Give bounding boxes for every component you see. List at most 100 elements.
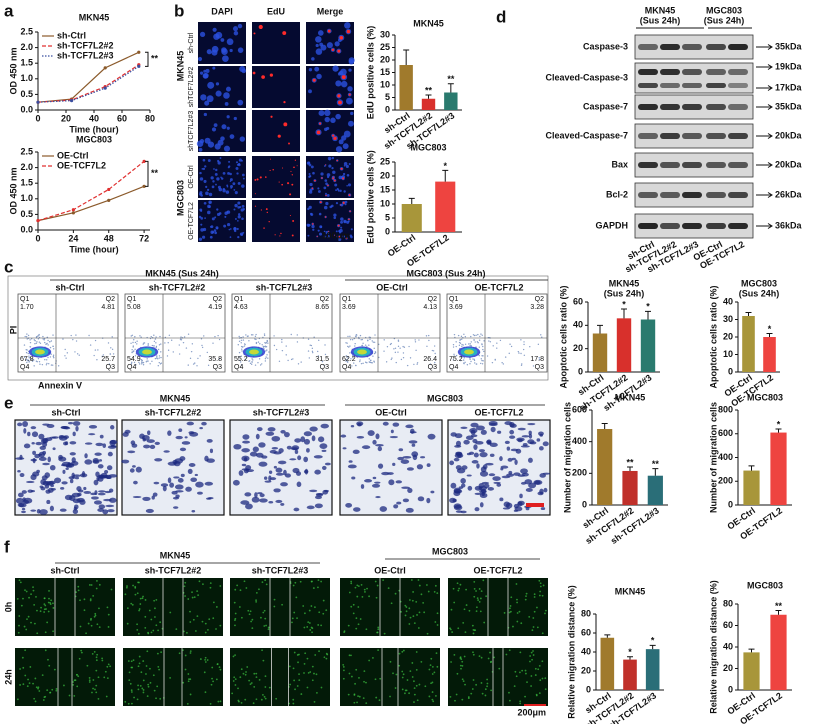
migrated-cell (60, 425, 69, 430)
nucleus (308, 67, 313, 72)
event (345, 355, 348, 357)
blot-band (660, 192, 680, 198)
migrated-cell (313, 455, 323, 459)
density-core (249, 349, 259, 355)
event (368, 358, 370, 360)
group-header: MGC803 (706, 5, 742, 15)
cell (461, 660, 464, 663)
event (140, 359, 143, 361)
event (245, 356, 248, 358)
cell (148, 609, 151, 612)
migrated-cell (321, 449, 327, 452)
significance-label: ** (447, 74, 455, 84)
nucleus (207, 81, 215, 89)
cell (508, 649, 511, 652)
bar (770, 432, 787, 505)
blot-band (682, 133, 702, 139)
cell (404, 614, 407, 617)
cell (77, 675, 80, 678)
error-bar (766, 333, 773, 337)
migrated-cell (277, 460, 287, 465)
y-tick-label: 20 (581, 665, 591, 675)
cell (141, 597, 144, 600)
cell (365, 628, 368, 631)
cell (19, 668, 21, 670)
event (351, 355, 354, 357)
cell (343, 630, 346, 633)
cell (90, 624, 93, 627)
migrated-cell (44, 472, 51, 479)
cell (22, 597, 24, 600)
cell (219, 585, 222, 587)
event (157, 348, 160, 351)
row-label: OE-Ctrl (188, 165, 195, 189)
event (434, 361, 436, 364)
cell (484, 688, 487, 691)
x-tick-label: 72 (139, 233, 149, 243)
cell (101, 659, 104, 662)
migrated-cell (256, 427, 263, 432)
bar (622, 470, 638, 505)
event (352, 357, 354, 359)
event (455, 354, 458, 357)
migrated-cell (17, 502, 25, 508)
blot-band (660, 162, 680, 168)
bar (640, 319, 656, 372)
event (391, 357, 393, 359)
migrated-cell (460, 510, 467, 514)
cell (211, 677, 213, 680)
y-tick-label: 80 (581, 608, 591, 618)
nucleus (242, 208, 245, 211)
quadrant-name: Q2 (535, 296, 544, 303)
cell (207, 628, 209, 631)
event (307, 350, 310, 352)
event (38, 361, 41, 363)
nucleus (340, 203, 344, 207)
migrated-cell (356, 421, 364, 426)
event (309, 344, 311, 346)
migrated-cell (154, 441, 160, 446)
cell (48, 590, 50, 592)
migrated-cell (401, 486, 410, 489)
nucleus (237, 181, 241, 185)
cell (291, 621, 293, 624)
event (469, 358, 471, 361)
migrated-cell (241, 455, 250, 462)
migrated-cell (25, 480, 35, 484)
cell (541, 660, 544, 663)
migrated-cell (521, 472, 529, 477)
cell (537, 668, 540, 671)
event (472, 334, 475, 336)
cell (26, 618, 28, 620)
cell (402, 649, 405, 652)
event (354, 364, 357, 367)
quadrant-name: Q4 (449, 364, 458, 371)
y-tick-label: 40 (573, 320, 583, 330)
cell (529, 655, 532, 657)
event (466, 364, 469, 366)
y-tick-label: 5 (385, 212, 390, 222)
nucleus (315, 36, 322, 43)
cell (539, 585, 542, 588)
event (464, 336, 467, 338)
event (38, 341, 41, 343)
cell (541, 632, 544, 635)
quadrant-value: 26.4 (423, 356, 437, 363)
migrated-cell (108, 474, 118, 478)
event (374, 334, 376, 336)
migrated-cell (245, 503, 253, 510)
event (155, 336, 157, 338)
event (134, 355, 137, 357)
cell (16, 698, 19, 701)
event (25, 351, 28, 354)
cell (431, 691, 434, 693)
migrated-cell (98, 504, 106, 510)
cell (19, 581, 22, 584)
edu-signal (316, 130, 321, 135)
cell (342, 666, 345, 668)
event (23, 344, 26, 346)
event (197, 357, 199, 360)
cell (472, 632, 475, 635)
event (159, 363, 162, 365)
cell (124, 593, 127, 596)
